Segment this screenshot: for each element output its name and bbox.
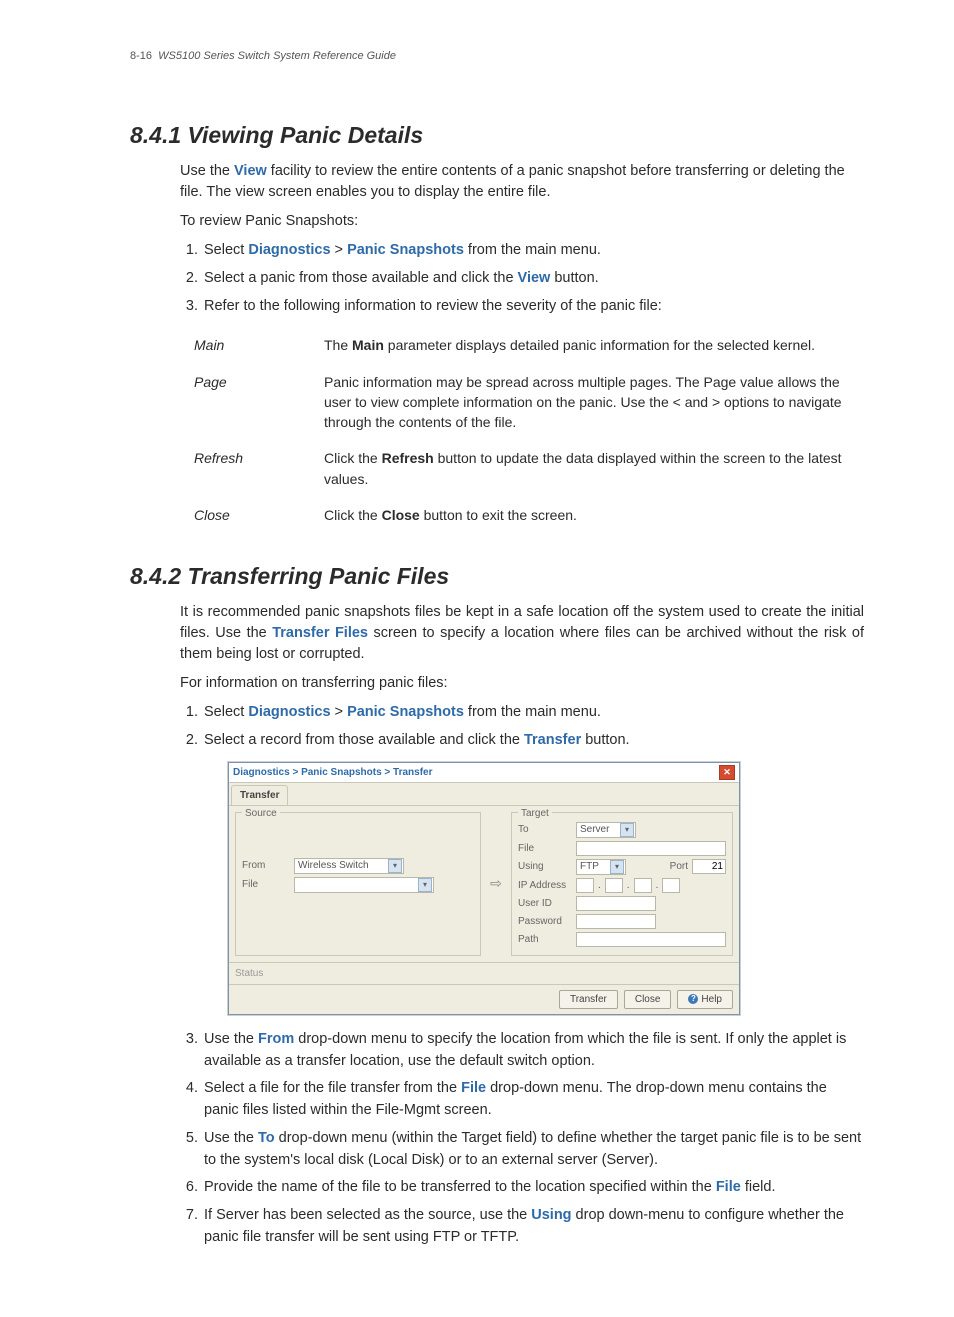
password-label: Password — [518, 914, 572, 929]
to-select[interactable]: Server — [576, 822, 636, 838]
term-main: Main — [194, 327, 324, 363]
term-refresh: Refresh — [194, 440, 324, 497]
chevron-down-icon — [388, 859, 402, 873]
s1-p2: To review Panic Snapshots: — [180, 211, 864, 232]
from-select[interactable]: Wireless Switch — [294, 858, 404, 874]
def-refresh: Click the Refresh button to update the d… — [324, 440, 864, 497]
userid-input[interactable] — [576, 896, 656, 911]
port-input[interactable] — [692, 859, 726, 874]
file-select[interactable] — [294, 877, 434, 893]
to-label: To — [518, 822, 572, 837]
transfer-dialog: Diagnostics > Panic Snapshots > Transfer… — [228, 762, 740, 1015]
s1-p1: Use the View facility to review the enti… — [180, 161, 864, 203]
s2-step2: Select a record from those available and… — [202, 730, 864, 1015]
transfer-button[interactable]: Transfer — [559, 990, 618, 1009]
ip-octet-3[interactable] — [634, 878, 652, 893]
port-label: Port — [670, 859, 688, 874]
def-page: Panic information may be spread across m… — [324, 364, 864, 441]
s2-step6: Provide the name of the file to be trans… — [202, 1177, 864, 1199]
using-label: Using — [518, 859, 572, 874]
term-close: Close — [194, 497, 324, 533]
tfile-input[interactable] — [576, 841, 726, 856]
tab-transfer[interactable]: Transfer — [231, 785, 288, 805]
page-number: 8-16 — [130, 50, 152, 62]
s1-step3: Refer to the following information to re… — [202, 296, 864, 318]
source-panel: Source From Wireless Switch File — [235, 812, 481, 956]
chevron-down-icon — [610, 860, 624, 874]
target-panel: Target To Server File Using FTP Port — [511, 812, 733, 956]
s2-step7: If Server has been selected as the sourc… — [202, 1205, 864, 1249]
s1-step1: Select Diagnostics > Panic Snapshots fro… — [202, 240, 864, 262]
path-input[interactable] — [576, 932, 726, 947]
heading-841: 8.4.1 Viewing Panic Details — [130, 122, 864, 149]
def-close: Click the Close button to exit the scree… — [324, 497, 864, 533]
s2-step5: Use the To drop-down menu (within the Ta… — [202, 1128, 864, 1172]
from-label: From — [242, 858, 290, 873]
def-main: The Main parameter displays detailed pan… — [324, 327, 864, 363]
view-keyword: View — [234, 163, 267, 179]
status-bar: Status — [229, 962, 739, 984]
close-icon[interactable]: ✕ — [719, 765, 735, 780]
s1-steps: Select Diagnostics > Panic Snapshots fro… — [180, 240, 864, 317]
s2-steps: Select Diagnostics > Panic Snapshots fro… — [180, 702, 864, 1248]
dialog-title: Diagnostics > Panic Snapshots > Transfer — [233, 765, 433, 780]
transfer-arrow-icon: ⇨ — [487, 812, 505, 956]
help-icon: ? — [688, 994, 698, 1004]
close-button[interactable]: Close — [624, 990, 672, 1009]
chevron-down-icon — [620, 823, 634, 837]
userid-label: User ID — [518, 896, 572, 911]
using-select[interactable]: FTP — [576, 859, 626, 875]
target-legend: Target — [518, 806, 552, 821]
file-label: File — [242, 877, 290, 892]
ip-octet-4[interactable] — [662, 878, 680, 893]
page-header: 8-16 WS5100 Series Switch System Referen… — [130, 50, 864, 62]
s2-step3: Use the From drop-down menu to specify t… — [202, 1029, 864, 1073]
source-legend: Source — [242, 806, 280, 821]
ip-octet-2[interactable] — [605, 878, 623, 893]
definitions-table: Main The Main parameter displays detaile… — [194, 327, 864, 533]
heading-842: 8.4.2 Transferring Panic Files — [130, 563, 864, 590]
password-input[interactable] — [576, 914, 656, 929]
chevron-down-icon — [418, 878, 432, 892]
s2-p1: It is recommended panic snapshots files … — [180, 602, 864, 665]
path-label: Path — [518, 932, 572, 947]
tfile-label: File — [518, 841, 572, 856]
term-page: Page — [194, 364, 324, 441]
ip-label: IP Address — [518, 878, 572, 893]
ip-octet-1[interactable] — [576, 878, 594, 893]
doc-title: WS5100 Series Switch System Reference Gu… — [158, 50, 396, 62]
s2-p2: For information on transferring panic fi… — [180, 673, 864, 694]
s2-step4: Select a file for the file transfer from… — [202, 1078, 864, 1122]
help-button[interactable]: ?Help — [677, 990, 733, 1009]
s1-step2: Select a panic from those available and … — [202, 268, 864, 290]
s2-step1: Select Diagnostics > Panic Snapshots fro… — [202, 702, 864, 724]
